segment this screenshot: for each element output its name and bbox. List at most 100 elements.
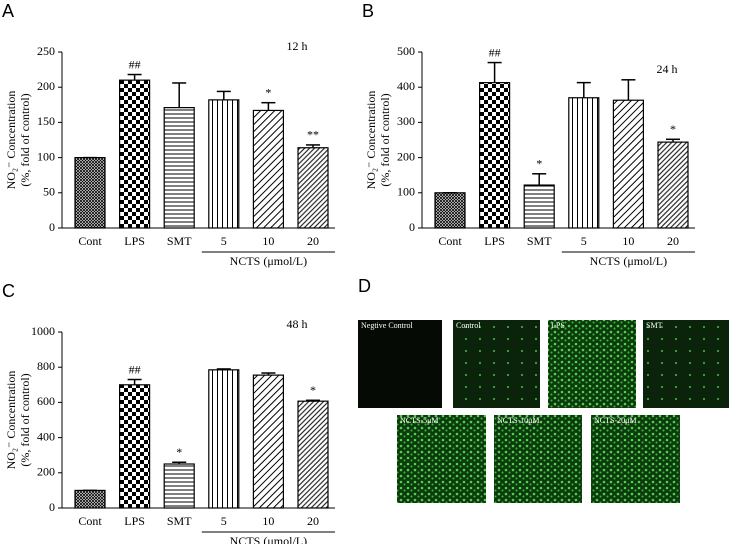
y-tick-label: 250 (37, 44, 55, 58)
error-bar (216, 368, 231, 370)
significance: ** (307, 128, 319, 142)
significance: ## (129, 57, 141, 71)
x-tick-label: LPS (124, 234, 145, 248)
bar (479, 82, 511, 229)
micrograph (453, 320, 540, 408)
time-label: 12 h (287, 39, 308, 53)
bar (252, 374, 284, 509)
x-tick-label: Cont (438, 234, 462, 248)
bar (208, 99, 240, 229)
panel-label: B (362, 1, 374, 21)
y-tick-label: 0 (49, 220, 55, 234)
image-label: LPS (551, 321, 565, 330)
error-bar (306, 399, 320, 402)
x-tick-label: LPS (484, 234, 505, 248)
error-bar (621, 79, 636, 101)
significance: * (310, 383, 316, 397)
micrograph (643, 320, 729, 408)
error-bar (306, 144, 320, 148)
bar (568, 97, 600, 229)
x-tick-label: SMT (527, 234, 552, 248)
panel-label: D (358, 276, 371, 296)
image-panel: D Negtive Control Control LPS SMT NCTS-5μM NC… (358, 276, 729, 503)
y-tick-label: 800 (37, 359, 55, 373)
y-tick-label: 100 (37, 149, 55, 163)
error-bar (487, 61, 502, 83)
micrograph (591, 415, 680, 503)
y-tick-label: 500 (397, 44, 415, 58)
y-tick-label: 200 (37, 465, 55, 479)
y-tick-label: 50 (43, 185, 55, 199)
y-tick-label: 300 (397, 114, 415, 128)
x-tick-label: Cont (78, 234, 102, 248)
y-tick-label: 200 (37, 79, 55, 93)
error-bar (127, 378, 142, 385)
x-tick-label: 5 (221, 514, 227, 528)
bar (523, 184, 555, 229)
y-axis-label: (%, fold of control) (18, 373, 32, 466)
y-tick-label: 1000 (31, 324, 55, 338)
significance: ## (129, 362, 141, 376)
significance: * (176, 445, 182, 459)
error-bar (172, 461, 187, 464)
x-tick-label: 5 (221, 234, 227, 248)
image-label: NCTS-20μM (594, 416, 637, 425)
bar (74, 157, 106, 229)
bar (297, 400, 329, 509)
error-bar (261, 372, 276, 376)
image-label: SMT (646, 321, 663, 330)
image-label: NCTS-5μM (400, 416, 439, 425)
x-tick-label: 20 (307, 234, 319, 248)
y-axis-label: (%, fold of control) (18, 93, 32, 186)
y-tick-label: 0 (409, 220, 415, 234)
bar (163, 463, 195, 509)
error-bar (261, 101, 276, 111)
y-tick-label: 400 (37, 429, 55, 443)
bar (434, 192, 466, 229)
x-tick-label: SMT (167, 234, 192, 248)
x-tick-label: 5 (581, 234, 587, 248)
bar (163, 107, 195, 229)
bar (297, 147, 329, 229)
bar (118, 79, 151, 229)
panel-label: A (2, 1, 14, 21)
error-bar (532, 173, 547, 186)
y-axis-label: NO₂⁻ Concentration (364, 91, 378, 190)
image-label: Negtive Control (361, 321, 414, 330)
image-label: NCTS-10μM (497, 416, 540, 425)
error-bar (576, 81, 591, 98)
y-axis-label: NO₂⁻ Concentration (4, 371, 18, 470)
y-tick-label: 400 (397, 79, 415, 93)
error-bar (216, 90, 231, 100)
micrograph (548, 320, 636, 408)
bar (208, 369, 240, 509)
y-tick-label: 100 (397, 185, 415, 199)
x-tick-label: 10 (262, 234, 274, 248)
y-tick-label: 600 (37, 394, 55, 408)
bar (612, 99, 645, 229)
bar (74, 489, 106, 509)
micrograph (494, 415, 582, 503)
x-tick-label: SMT (167, 514, 192, 528)
time-label: 48 h (287, 317, 308, 331)
y-tick-label: 0 (49, 500, 55, 514)
bar (252, 109, 284, 229)
bar (118, 384, 151, 509)
group-label: NCTS (μmol/L) (230, 254, 307, 268)
x-tick-label: 10 (262, 514, 274, 528)
micrograph (397, 415, 486, 503)
significance: * (536, 157, 542, 171)
significance: ## (489, 45, 501, 59)
error-bar (666, 138, 680, 143)
panel-label: C (2, 281, 15, 301)
micrograph (358, 320, 442, 408)
image-label: Control (456, 321, 481, 330)
group-label: NCTS (μmol/L) (590, 254, 667, 268)
y-axis-label: (%, fold of control) (378, 93, 392, 186)
y-tick-label: 150 (37, 114, 55, 128)
bar (657, 141, 689, 229)
significance: * (670, 122, 676, 136)
error-bar (127, 73, 142, 81)
x-tick-label: Cont (78, 514, 102, 528)
